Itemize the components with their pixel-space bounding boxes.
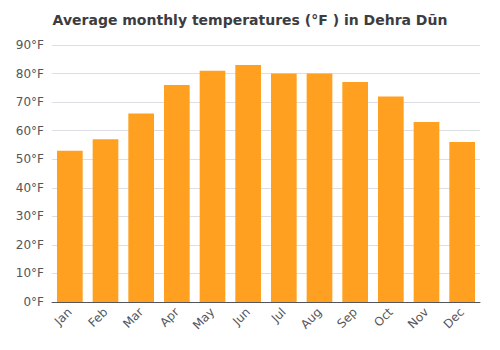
svg-text:Jun: Jun [229, 305, 253, 329]
svg-text:Mar: Mar [120, 305, 146, 331]
svg-text:40°F: 40°F [16, 181, 44, 195]
svg-text:Feb: Feb [86, 305, 111, 330]
svg-text:0°F: 0°F [23, 295, 44, 309]
svg-text:50°F: 50°F [16, 152, 44, 166]
svg-text:Oct: Oct [371, 305, 396, 330]
svg-text:90°F: 90°F [16, 38, 44, 52]
svg-text:80°F: 80°F [16, 67, 44, 81]
svg-text:20°F: 20°F [16, 238, 44, 252]
svg-text:Nov: Nov [405, 305, 431, 331]
svg-text:70°F: 70°F [16, 95, 44, 109]
svg-text:Aug: Aug [298, 305, 324, 331]
svg-text:Apr: Apr [157, 305, 182, 330]
svg-text:10°F: 10°F [16, 266, 44, 280]
svg-text:Jan: Jan [51, 305, 75, 329]
svg-text:30°F: 30°F [16, 209, 44, 223]
svg-text:60°F: 60°F [16, 124, 44, 138]
svg-text:Jul: Jul [268, 305, 289, 326]
svg-text:Dec: Dec [441, 305, 467, 331]
svg-text:Sep: Sep [334, 305, 360, 331]
svg-text:May: May [190, 305, 217, 332]
svg-text:Average monthly temperatures (: Average monthly temperatures (°F ) in De… [53, 12, 448, 28]
